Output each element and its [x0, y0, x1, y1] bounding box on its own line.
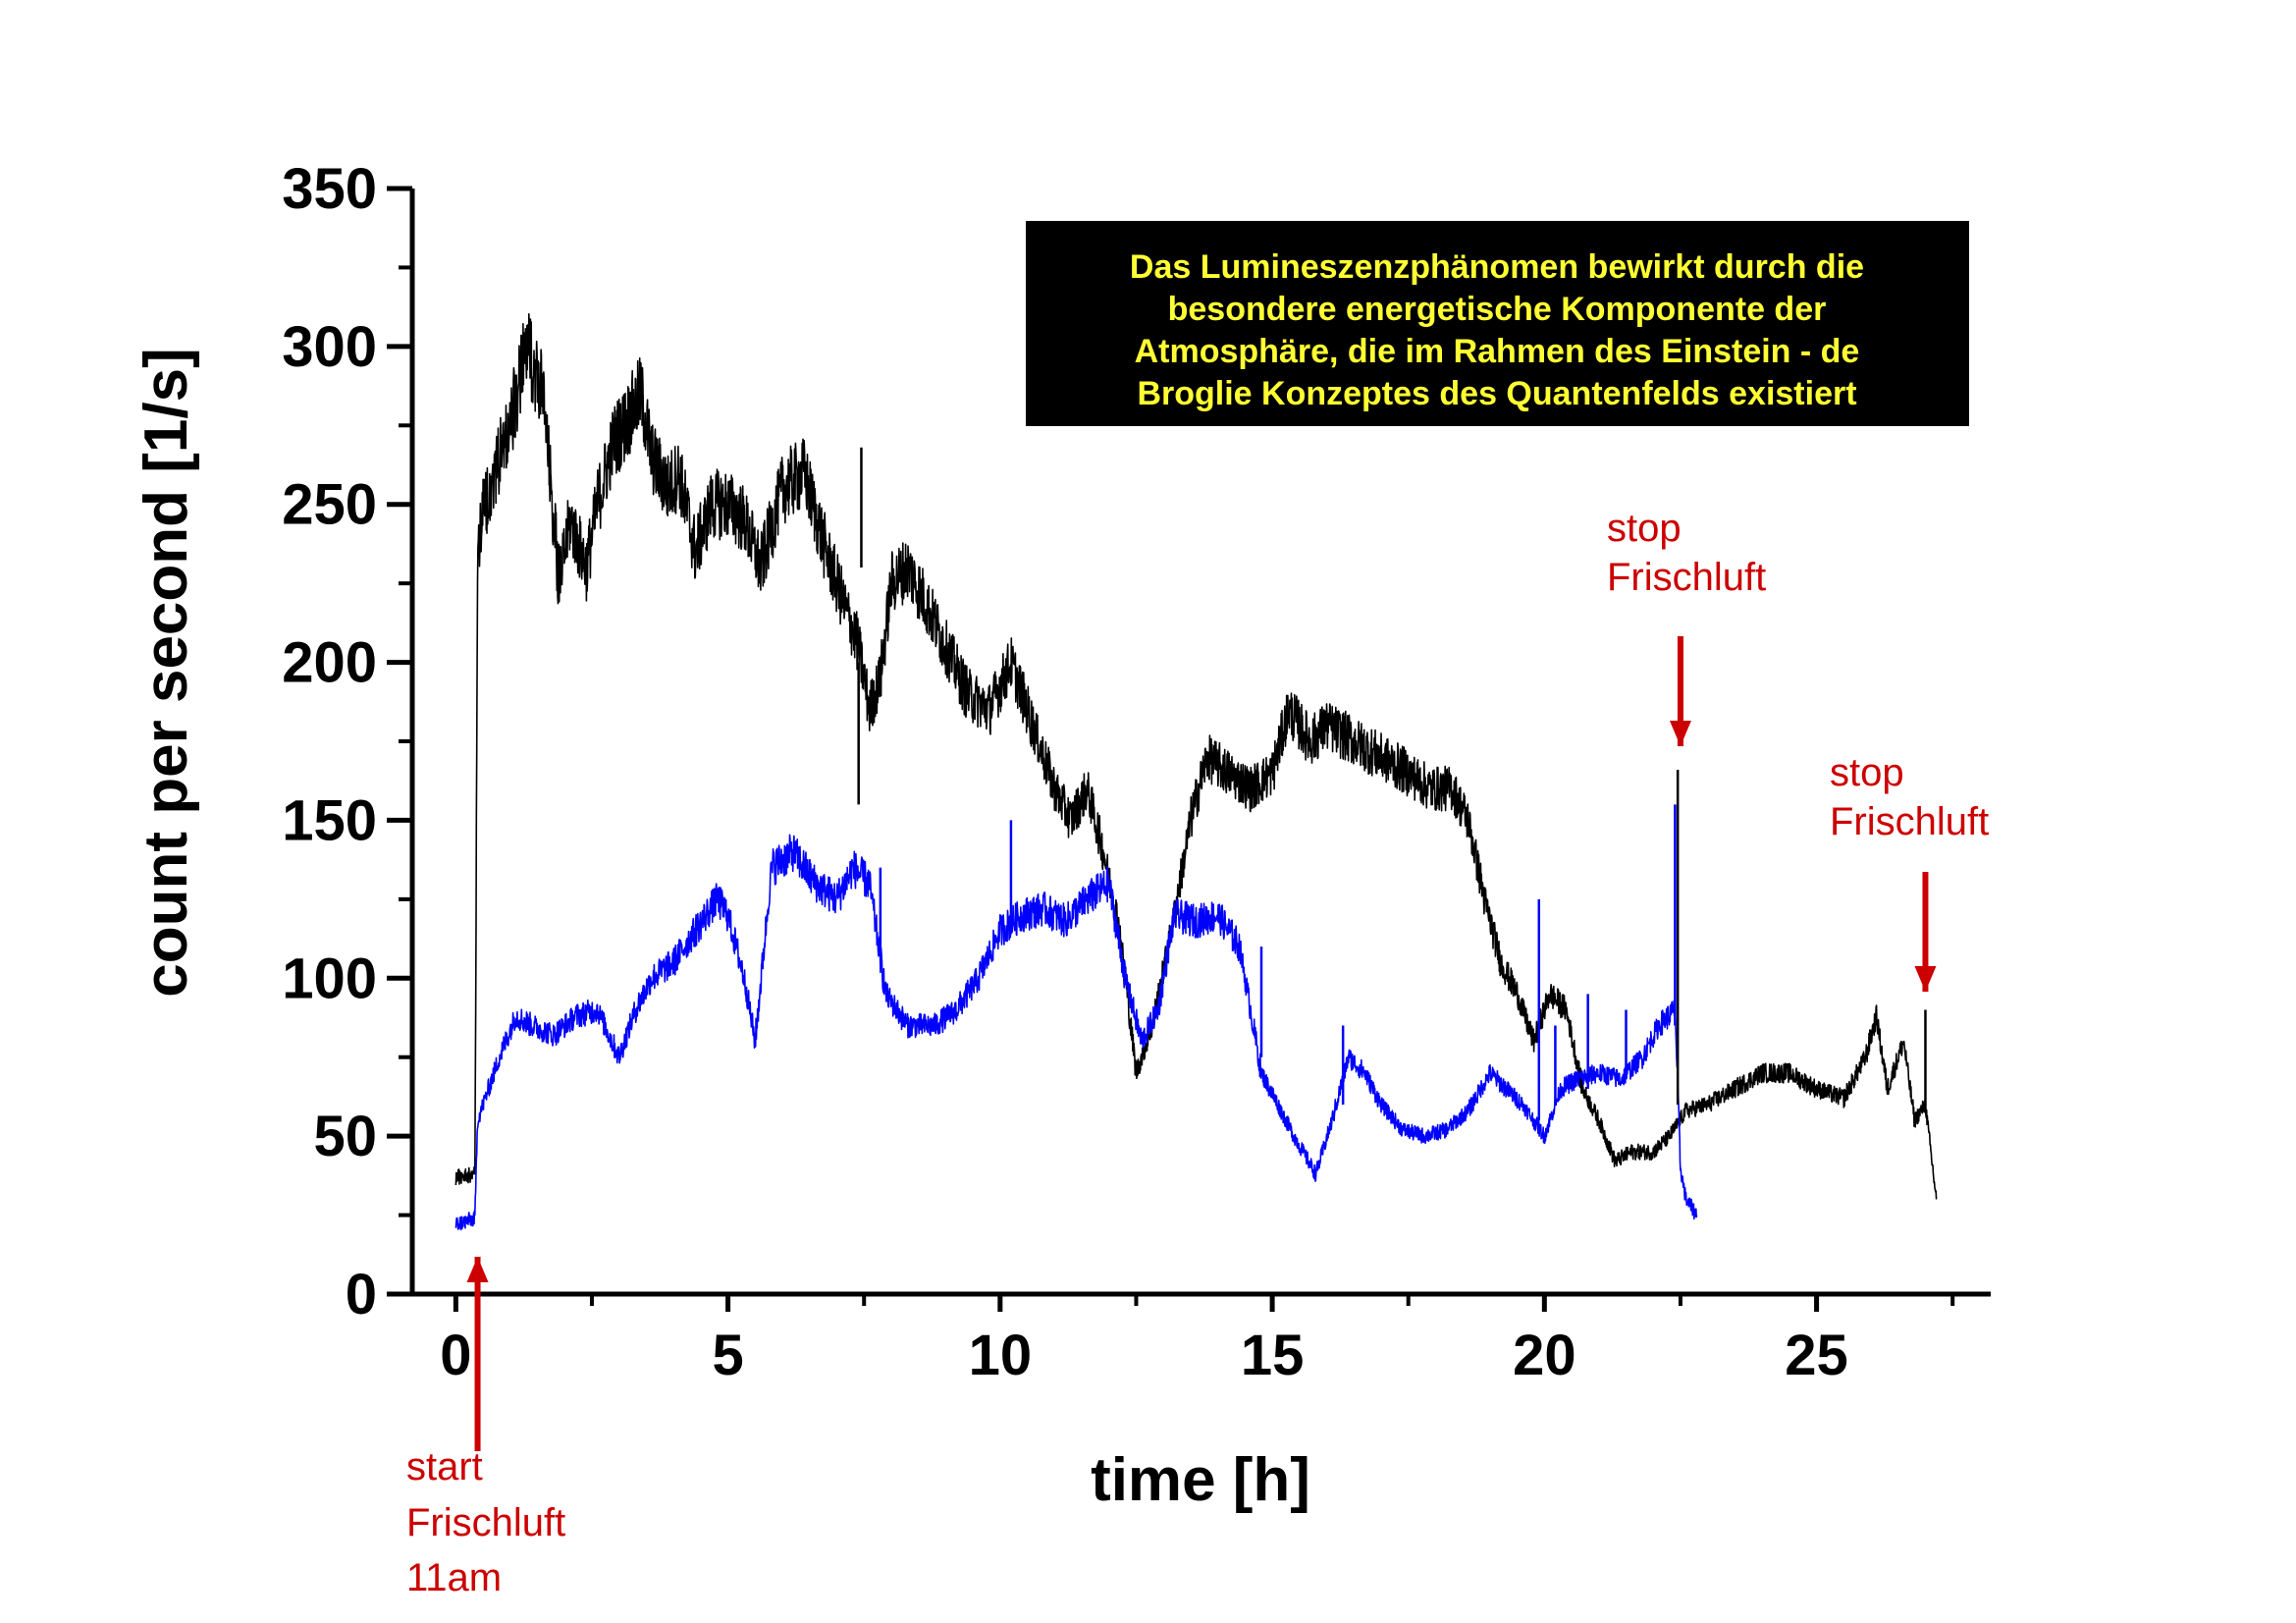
- y-tick-label: 150: [282, 788, 377, 852]
- x-tick-label: 20: [1513, 1324, 1576, 1387]
- x-tick-label: 10: [969, 1324, 1033, 1387]
- y-tick-label: 50: [313, 1105, 377, 1168]
- y-tick-label: 0: [346, 1263, 377, 1326]
- annotations: start Frischluft 11am stop Frischluft st…: [406, 507, 1989, 1599]
- series-group: [454, 313, 1938, 1231]
- info-box-line-3: Atmosphäre, die im Rahmen des Einstein -…: [1135, 333, 1860, 370]
- annotation-arrow-head: [466, 1257, 489, 1282]
- annotation-arrows: [466, 636, 1937, 1451]
- annotation-start-line-1: start: [406, 1445, 483, 1488]
- annotation-start-line-3: 11am: [406, 1556, 502, 1599]
- annotation-stop2-line-2: Frischluft: [1830, 800, 1989, 843]
- info-box-background: [1026, 221, 1969, 426]
- annotation-stop2-line-1: stop: [1830, 751, 1904, 794]
- x-axis-title: time [h]: [1091, 1446, 1310, 1514]
- series-1-line: [454, 834, 1698, 1231]
- y-tick-label: 300: [282, 315, 377, 379]
- annotation-stop1-line-1: stop: [1607, 507, 1682, 550]
- tick-labels: 0 50 100 150 200 250 300 350 0 5 10 15 20 25: [282, 157, 1848, 1387]
- x-tick-label: 15: [1241, 1324, 1305, 1387]
- y-tick-label: 250: [282, 473, 377, 537]
- info-box-line-2: besondere energetische Komponente der: [1168, 291, 1827, 328]
- y-axis-title: count per second [1/s]: [133, 348, 200, 997]
- axes: [387, 186, 1991, 1312]
- info-box: Das Lumineszenzphänomen bewirkt durch di…: [1026, 221, 1969, 426]
- x-tick-label: 25: [1785, 1324, 1848, 1387]
- x-tick-label: 5: [712, 1324, 743, 1387]
- info-box-line-1: Das Lumineszenzphänomen bewirkt durch di…: [1130, 248, 1864, 286]
- y-tick-label: 200: [282, 631, 377, 695]
- annotation-arrow-head: [1669, 721, 1691, 746]
- series-0-line: [454, 313, 1938, 1200]
- y-tick-label: 350: [282, 157, 377, 221]
- info-box-line-4: Broglie Konzeptes des Quantenfelds exist…: [1137, 375, 1856, 412]
- y-tick-label: 100: [282, 947, 377, 1010]
- x-tick-label: 0: [440, 1324, 471, 1387]
- annotation-stop1-line-2: Frischluft: [1607, 556, 1766, 599]
- annotation-arrow-head: [1914, 966, 1937, 992]
- annotation-start-line-2: Frischluft: [406, 1501, 565, 1544]
